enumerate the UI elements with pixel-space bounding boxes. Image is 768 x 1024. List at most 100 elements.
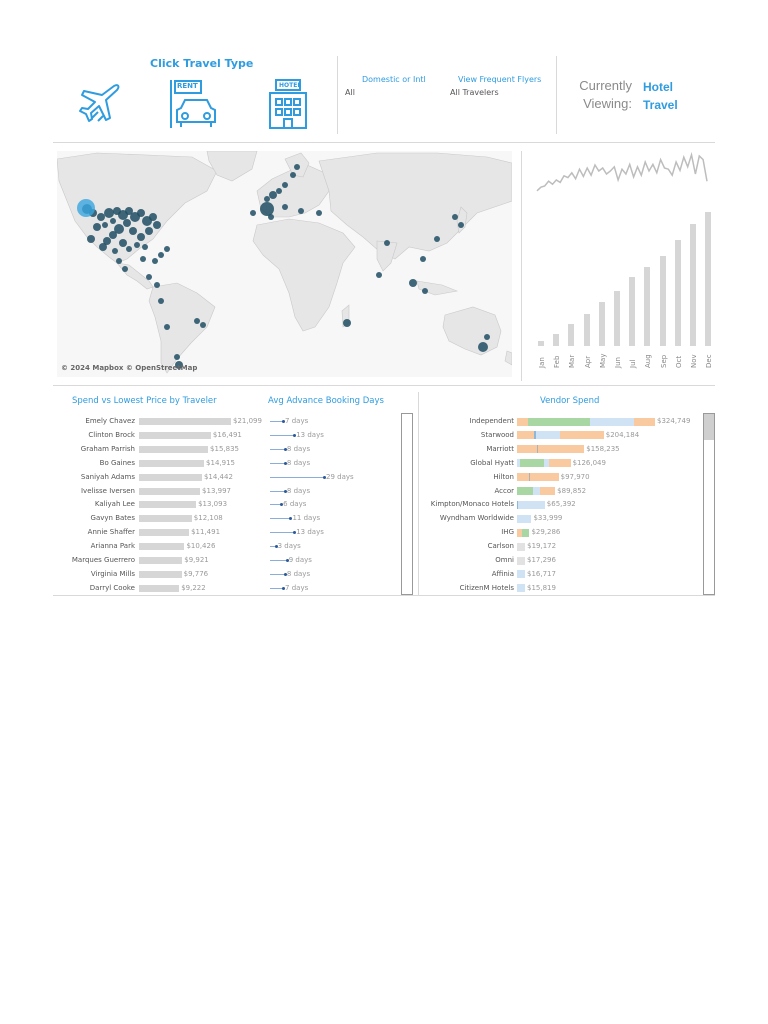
booking-days-dot[interactable] (283, 572, 287, 576)
month-bar[interactable] (553, 333, 560, 346)
vendor-spend-segment[interactable] (517, 542, 526, 551)
vendor-spend-segment[interactable] (517, 570, 525, 579)
month-bar[interactable] (674, 239, 681, 346)
map-location-dot[interactable] (140, 256, 146, 262)
traveler-spend-bar[interactable] (139, 459, 205, 467)
month-bar[interactable] (568, 323, 575, 346)
vendor-spend-segment[interactable] (517, 514, 532, 523)
traveler-spend-bar[interactable] (139, 418, 231, 425)
vendor-spend-segment[interactable] (517, 459, 520, 468)
map-location-dot[interactable] (276, 188, 282, 194)
vendor-spend-segment[interactable] (517, 473, 530, 482)
map-location-dot[interactable] (122, 266, 128, 272)
month-bar[interactable] (629, 277, 636, 346)
map-location-dot[interactable] (123, 219, 131, 227)
vendor-spend-segment[interactable] (534, 431, 537, 440)
map-location-dot[interactable] (129, 227, 137, 235)
map-location-dot[interactable] (422, 288, 428, 294)
map-location-dot[interactable] (250, 210, 256, 216)
map-location-dot[interactable] (110, 218, 116, 224)
map-location-dot[interactable] (268, 214, 274, 220)
booking-days-dot[interactable] (282, 420, 286, 423)
map-location-dot[interactable] (93, 223, 101, 231)
vendor-spend-segment[interactable] (529, 473, 531, 482)
booking-days-dot[interactable] (274, 545, 278, 549)
booking-days-dot[interactable] (283, 489, 287, 493)
map-location-dot[interactable] (154, 282, 160, 288)
month-bar[interactable] (538, 341, 544, 346)
map-location-dot[interactable] (153, 221, 161, 229)
booking-days-dot[interactable] (293, 433, 297, 437)
map-location-dot[interactable] (164, 246, 170, 252)
traveler-spend-bar[interactable] (139, 431, 211, 439)
filter-frequent-flyers-select[interactable]: All Travelers (450, 88, 499, 97)
map-location-dot[interactable] (137, 209, 145, 217)
traveler-scrollbar[interactable] (401, 413, 413, 595)
map-location-dot[interactable] (294, 164, 300, 170)
map-selected-dot[interactable] (77, 199, 95, 217)
map-location-dot[interactable] (458, 222, 464, 228)
vendor-spend-segment[interactable] (521, 528, 530, 537)
map-location-dot[interactable] (484, 334, 490, 340)
map-location-dot[interactable] (264, 196, 270, 202)
filter-domestic-select[interactable]: All (345, 88, 355, 97)
vendor-spend-segment[interactable] (537, 445, 538, 454)
vendor-spend-segment[interactable] (517, 487, 534, 495)
vendor-spend-segment[interactable] (517, 445, 538, 454)
booking-days-dot[interactable] (289, 517, 293, 521)
month-bar[interactable] (644, 267, 651, 346)
map-location-dot[interactable] (149, 213, 157, 221)
vendor-spend-segment[interactable] (530, 473, 559, 482)
month-bar[interactable] (583, 313, 590, 346)
map-location-dot[interactable] (409, 279, 417, 287)
vendor-spend-segment[interactable] (518, 500, 545, 509)
map-location-dot[interactable] (269, 191, 277, 199)
month-bar[interactable] (705, 212, 712, 346)
vendor-spend-segment[interactable] (517, 417, 529, 426)
map-location-dot[interactable] (152, 258, 158, 264)
vendor-spend-segment[interactable] (543, 459, 550, 468)
month-bar[interactable] (598, 302, 605, 346)
traveler-spend-bar[interactable] (139, 445, 209, 453)
vendor-spend-segment[interactable] (519, 459, 544, 468)
booking-days-dot[interactable] (323, 475, 326, 479)
map-location-dot[interactable] (420, 256, 426, 262)
airplane-icon[interactable] (76, 80, 122, 126)
map-location-dot[interactable] (260, 202, 274, 216)
map-location-dot[interactable] (384, 240, 390, 246)
booking-days-dot[interactable] (283, 461, 287, 465)
vendor-spend-segment[interactable] (533, 487, 540, 495)
booking-days-dot[interactable] (293, 531, 297, 535)
traveler-spend-bar[interactable] (139, 529, 190, 537)
traveler-spend-bar[interactable] (139, 487, 201, 495)
map-location-dot[interactable] (434, 236, 440, 242)
map-location-dot[interactable] (99, 243, 107, 251)
map-location-dot[interactable] (316, 210, 322, 216)
map-location-dot[interactable] (290, 172, 296, 178)
traveler-spend-bar[interactable] (139, 473, 202, 481)
vendor-spend-segment[interactable] (517, 500, 519, 509)
month-bar[interactable] (659, 256, 666, 346)
vendor-spend-segment[interactable] (560, 431, 604, 440)
map-location-dot[interactable] (97, 213, 105, 221)
map-location-dot[interactable] (114, 224, 124, 234)
map-location-dot[interactable] (376, 272, 382, 278)
vendor-scrollbar[interactable] (703, 413, 715, 595)
map-location-dot[interactable] (452, 214, 458, 220)
vendor-scroll-thumb[interactable] (704, 414, 714, 440)
hotel-icon[interactable] (266, 78, 310, 130)
world-map[interactable]: © 2024 Mapbox © OpenStreetMap (57, 151, 512, 377)
map-location-dot[interactable] (104, 208, 114, 218)
map-location-dot[interactable] (102, 222, 108, 228)
map-location-dot[interactable] (158, 298, 164, 304)
map-location-dot[interactable] (125, 207, 133, 215)
map-location-dot[interactable] (146, 274, 152, 280)
traveler-spend-bar[interactable] (139, 584, 180, 592)
map-location-dot[interactable] (164, 324, 170, 330)
vendor-spend-segment[interactable] (517, 528, 522, 537)
vendor-spend-segment[interactable] (539, 487, 556, 495)
map-location-dot[interactable] (282, 204, 288, 210)
rent-car-icon[interactable] (167, 78, 219, 130)
map-location-dot[interactable] (343, 319, 351, 327)
traveler-spend-bar[interactable] (139, 557, 183, 564)
